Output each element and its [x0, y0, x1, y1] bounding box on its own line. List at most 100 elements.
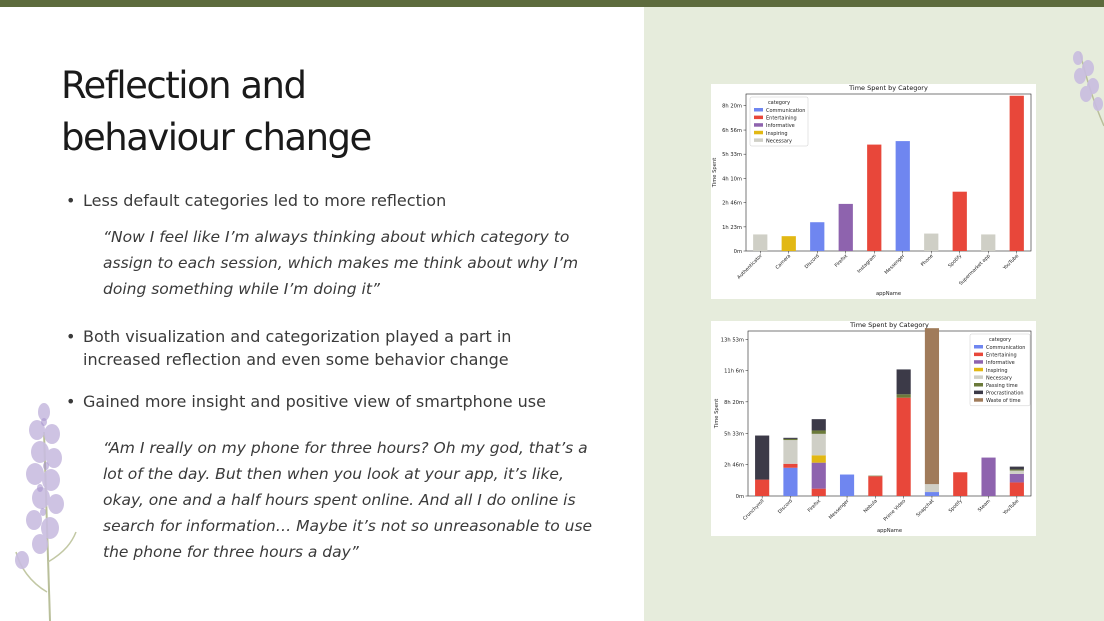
bar-segment — [896, 394, 911, 398]
top-accent-bar — [0, 0, 1104, 7]
x-tick-label: Supermarket app — [958, 253, 992, 287]
legend-label: Informative — [986, 360, 1015, 366]
bar — [981, 234, 996, 251]
bar-segment — [783, 467, 798, 496]
legend-swatch — [974, 383, 983, 387]
chart-bottom: Time Spent by Category 0m 2h 46m 5h 33m 8h 2… — [714, 321, 1032, 534]
chart-card-top: Time Spent by Category 0m 1h 23m 2h 46m 4h 1… — [711, 84, 1036, 299]
bar-segment — [896, 369, 911, 395]
bar-segment — [1009, 473, 1024, 483]
quote-1: “Now I feel like I’m always thinking abo… — [103, 228, 579, 298]
legend-label: Necessary — [986, 375, 1012, 381]
bar-segment — [811, 462, 826, 489]
chart-card-bottom: Time Spent by Category 0m 2h 46m 5h 33m 8h 2… — [711, 321, 1036, 536]
bar — [810, 222, 825, 251]
legend-label: Waste of time — [986, 398, 1021, 404]
y-tick-label: 0m — [734, 249, 742, 255]
legend-swatch — [754, 123, 763, 127]
legend-swatch — [974, 360, 983, 364]
legend-label: Entertaining — [986, 353, 1017, 359]
legend-swatch — [974, 352, 983, 357]
bar-segment — [1009, 470, 1024, 474]
bar-segment — [811, 455, 826, 463]
legend-swatch — [974, 345, 983, 349]
title-line-1: Reflection and — [61, 64, 307, 107]
bar-segment — [811, 433, 826, 456]
y-tick-label: 0m — [736, 494, 744, 500]
bar-segment — [868, 475, 883, 477]
bar-segment — [924, 492, 940, 496]
legend-label: Inspiring — [986, 368, 1008, 374]
x-axis-label: appName — [876, 291, 901, 297]
bar-segment — [811, 430, 826, 434]
legend-swatch — [974, 390, 983, 395]
x-tick-label: Messenger — [828, 498, 851, 521]
legend-swatch — [974, 398, 983, 402]
y-tick-label: 2h 46m — [722, 201, 742, 207]
legend-label: Inspiring — [766, 131, 788, 137]
bullet-mark: • — [66, 392, 76, 411]
plot-frame — [747, 330, 1032, 497]
bar-segment — [924, 484, 940, 493]
x-tick-label: Prime Video — [883, 498, 908, 523]
legend-label: Procrastination — [986, 391, 1024, 397]
legend-swatch — [974, 367, 983, 372]
y-tick-label: 11h 6m — [724, 369, 744, 375]
bar-segment — [896, 397, 911, 496]
bullet-text: Both visualization and categorization pl… — [83, 327, 512, 369]
x-tick-label: Phone — [920, 253, 935, 268]
bar-segment — [755, 435, 770, 480]
x-tick-label: Snapchat — [915, 498, 935, 518]
title-line-2: behaviour change — [61, 116, 372, 159]
legend-swatch — [754, 108, 763, 112]
legend-box — [749, 96, 809, 147]
legend-label: Entertaining — [766, 116, 797, 122]
legend-swatch — [754, 138, 763, 142]
x-tick-label: Steam — [977, 498, 992, 513]
x-tick-label: Spotify — [948, 498, 964, 514]
bar — [781, 236, 796, 251]
chart-title: Time Spent by Category — [848, 84, 928, 92]
y-tick-label: 4h 10m — [722, 176, 742, 182]
slide-title: Reflection and behaviour change — [61, 60, 541, 164]
bar — [1009, 95, 1024, 251]
y-tick-label: 13h 53m — [721, 337, 744, 343]
x-tick-label: Discord — [804, 253, 821, 270]
bar-segment — [1009, 482, 1024, 496]
bullet-text: Gained more insight and positive view of… — [83, 392, 546, 411]
x-tick-label: Instagram — [856, 253, 878, 275]
bar — [838, 203, 853, 251]
legend-label: Necessary — [766, 138, 792, 144]
x-tick-label: YouTube — [1002, 498, 1021, 517]
x-tick-label: Discord — [777, 498, 794, 515]
bar-segment — [1009, 469, 1024, 471]
x-tick-label: Spotify — [947, 253, 963, 269]
legend-swatch — [974, 375, 983, 379]
bar-segment — [783, 463, 798, 468]
legend-label: Communication — [986, 345, 1025, 351]
chart-top: Time Spent by Category 0m 1h 23m 2h 46m 4h 1… — [712, 84, 1032, 297]
bar — [895, 141, 910, 251]
x-tick-label: Crunchyroll — [742, 498, 766, 522]
y-tick-label: 1h 23m — [722, 225, 742, 231]
y-tick-label: 6h 56m — [722, 128, 742, 134]
lavender-decoration-right — [1073, 51, 1104, 127]
x-axis-label: appName — [877, 528, 902, 534]
bar — [867, 144, 882, 251]
bar-segment — [783, 440, 798, 464]
bar-segment — [953, 472, 968, 496]
legend-swatch — [754, 115, 763, 120]
y-tick-label: 2h 46m — [724, 463, 744, 469]
bar-segment — [839, 474, 855, 496]
legend-label: Communication — [766, 108, 805, 114]
x-tick-label: Messenger — [883, 253, 906, 276]
bar-segment — [924, 328, 940, 485]
x-tick-label: Nebula — [863, 498, 879, 514]
bar — [952, 191, 967, 251]
x-tick-label: YouTube — [1001, 253, 1020, 272]
y-axis-label: Time Spent — [712, 158, 718, 188]
legend-label: Passing time — [986, 383, 1018, 389]
x-tick-label: Camera — [775, 253, 793, 271]
legend-box — [969, 333, 1031, 407]
x-tick-label: Firefox — [807, 498, 823, 514]
